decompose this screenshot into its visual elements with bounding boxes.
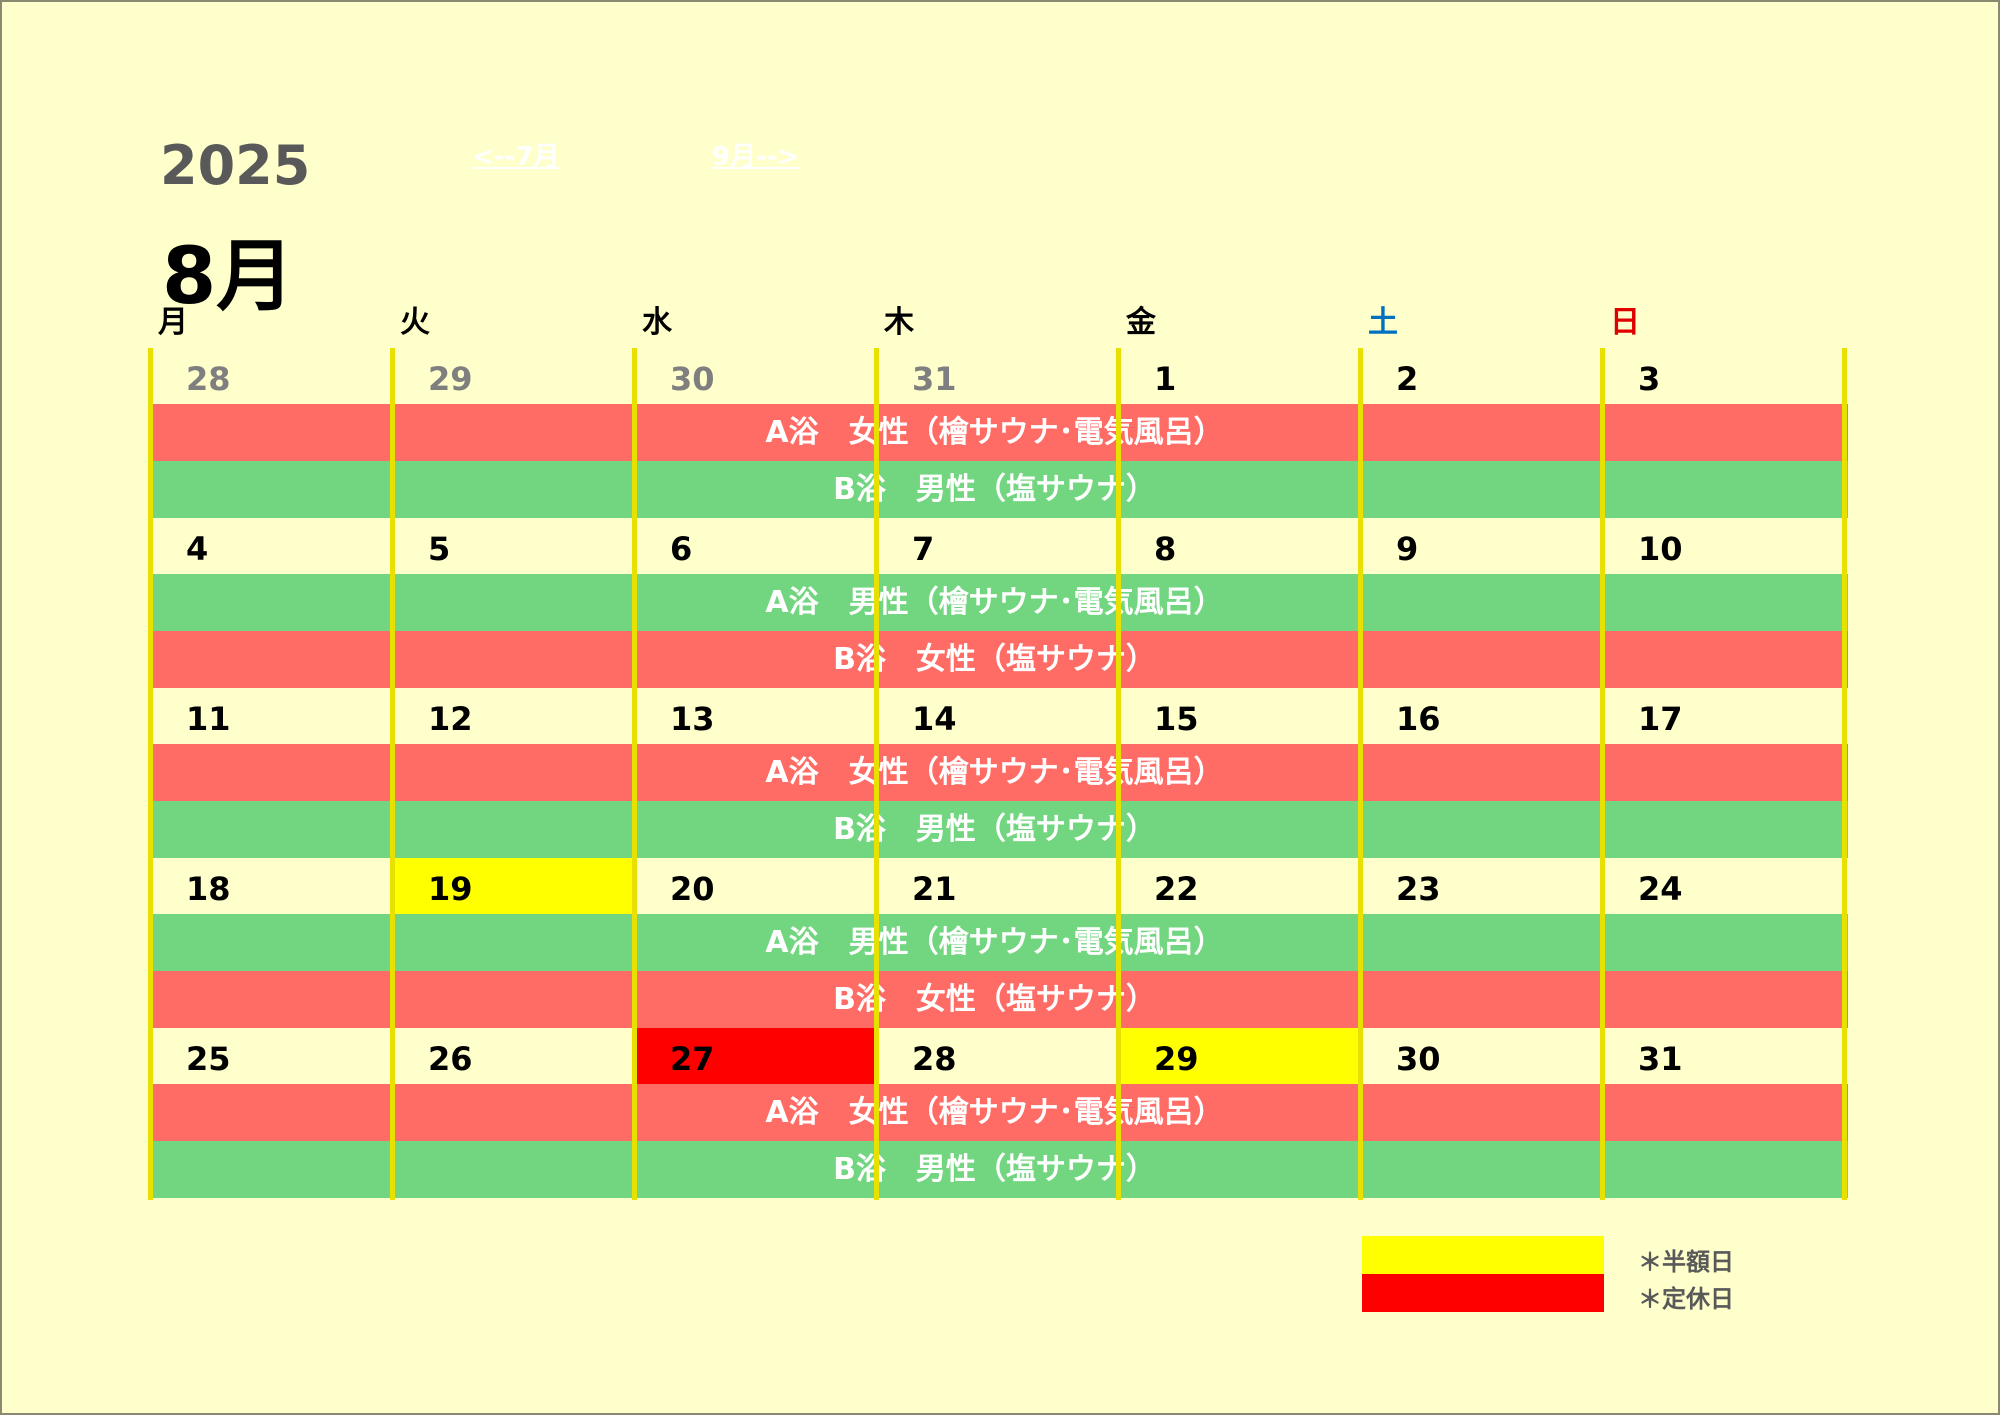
bath-b-band: B浴 女性（塩サウナ）: [148, 971, 1848, 1028]
day-cell: 31: [1638, 1040, 1683, 1078]
day-cell: 7: [912, 530, 935, 568]
week-row: 25 26 27 28 29 30 31 A浴 女性（檜サウナ･電気風呂） B浴 男性（塩サウナ…: [148, 1028, 1848, 1198]
legend-closed-label: ＊定休日: [1638, 1285, 1734, 1313]
day-cell: 3: [1638, 360, 1661, 398]
day-cell: 26: [428, 1040, 473, 1078]
bath-a-label: A浴 男性（檜サウナ･電気風呂）: [765, 925, 1224, 960]
bath-a-label: A浴 女性（檜サウナ･電気風呂）: [765, 415, 1224, 450]
bath-a-band: A浴 女性（檜サウナ･電気風呂）: [148, 744, 1848, 801]
day-cell: 6: [670, 530, 693, 568]
day-cell: 29: [428, 360, 473, 398]
week-row: 18 19 20 21 22 23 24 A浴 男性（檜サウナ･電気風呂） B浴 女性（塩サウナ…: [148, 858, 1848, 1028]
year-label: 2025: [160, 134, 311, 197]
day-cell: 4: [186, 530, 209, 568]
legend-half-price-swatch: [1362, 1236, 1604, 1274]
weekday-sun: 日: [1610, 305, 1640, 340]
bath-b-band: B浴 男性（塩サウナ）: [148, 461, 1848, 518]
bath-a-band: A浴 女性（檜サウナ･電気風呂）: [148, 404, 1848, 461]
column-divider: [390, 348, 395, 1200]
day-cell: 5: [428, 530, 451, 568]
day-cell: 20: [670, 870, 715, 908]
day-cell: 2: [1396, 360, 1419, 398]
column-divider: [1842, 348, 1847, 1200]
bath-a-label: A浴 女性（檜サウナ･電気風呂）: [765, 1095, 1224, 1130]
day-cell: 24: [1638, 870, 1683, 908]
calendar-grid: 28 29 30 31 1 2 3 A浴 女性（檜サウナ･電気風呂） B浴 男性（塩サウナ） 4 5…: [148, 348, 1848, 1200]
bath-a-band: A浴 男性（檜サウナ･電気風呂）: [148, 574, 1848, 631]
weekday-wed: 水: [642, 305, 672, 340]
week-row: 11 12 13 14 15 16 17 A浴 女性（檜サウナ･電気風呂） B浴 男性（塩サウナ…: [148, 688, 1848, 858]
day-cell: 17: [1638, 700, 1683, 738]
day-cell: 30: [670, 360, 715, 398]
day-cell: 16: [1396, 700, 1441, 738]
weekday-mon: 月: [158, 305, 188, 340]
week-row: 28 29 30 31 1 2 3 A浴 女性（檜サウナ･電気風呂） B浴 男性（塩サウナ）: [148, 348, 1848, 518]
day-cell: 23: [1396, 870, 1441, 908]
weekday-tue: 火: [400, 305, 430, 340]
bath-b-label: B浴 女性（塩サウナ）: [833, 982, 1156, 1017]
column-divider: [1358, 348, 1363, 1200]
day-cell: 12: [428, 700, 473, 738]
bath-b-label: B浴 女性（塩サウナ）: [833, 642, 1156, 677]
day-cell: 1: [1154, 360, 1177, 398]
day-cell: 15: [1154, 700, 1199, 738]
day-cell: 27: [636, 1028, 878, 1084]
bath-b-label: B浴 男性（塩サウナ）: [833, 472, 1156, 507]
bath-b-band: B浴 女性（塩サウナ）: [148, 631, 1848, 688]
day-cell: 18: [186, 870, 231, 908]
day-cell: 8: [1154, 530, 1177, 568]
day-cell: 19: [394, 858, 636, 914]
day-cell: 30: [1396, 1040, 1441, 1078]
day-cell: 31: [912, 360, 957, 398]
column-divider: [148, 348, 153, 1200]
day-cell: 9: [1396, 530, 1419, 568]
bath-a-label: A浴 男性（檜サウナ･電気風呂）: [765, 585, 1224, 620]
bath-b-band: B浴 男性（塩サウナ）: [148, 1141, 1848, 1198]
day-cell: 25: [186, 1040, 231, 1078]
weekday-thu: 木: [884, 305, 914, 340]
day-cell: 13: [670, 700, 715, 738]
weekday-fri: 金: [1126, 305, 1156, 340]
column-divider: [1116, 348, 1121, 1200]
legend-closed-swatch: [1362, 1274, 1604, 1312]
column-divider: [632, 348, 637, 1200]
day-cell: 28: [912, 1040, 957, 1078]
day-cell: 11: [186, 700, 231, 738]
column-divider: [1600, 348, 1605, 1200]
day-cell: 10: [1638, 530, 1683, 568]
legend-half-price-label: ＊半額日: [1638, 1248, 1734, 1276]
prev-month-link[interactable]: <--7月: [472, 142, 560, 172]
day-cell: 14: [912, 700, 957, 738]
column-divider: [874, 348, 879, 1200]
day-cell: 21: [912, 870, 957, 908]
bath-b-label: B浴 男性（塩サウナ）: [833, 812, 1156, 847]
weekday-sat: 土: [1368, 305, 1398, 340]
month-title: 8月: [162, 232, 295, 322]
day-cell: 28: [186, 360, 231, 398]
bath-a-band: A浴 女性（檜サウナ･電気風呂）: [148, 1084, 1848, 1141]
week-row: 4 5 6 7 8 9 10 A浴 男性（檜サウナ･電気風呂） B浴 女性（塩サウナ）: [148, 518, 1848, 688]
bath-b-band: B浴 男性（塩サウナ）: [148, 801, 1848, 858]
bath-a-band: A浴 男性（檜サウナ･電気風呂）: [148, 914, 1848, 971]
bath-a-label: A浴 女性（檜サウナ･電気風呂）: [765, 755, 1224, 790]
bath-b-label: B浴 男性（塩サウナ）: [833, 1152, 1156, 1187]
next-month-link[interactable]: 9月-->: [712, 142, 800, 172]
day-cell: 22: [1154, 870, 1199, 908]
day-cell: 29: [1120, 1028, 1362, 1084]
